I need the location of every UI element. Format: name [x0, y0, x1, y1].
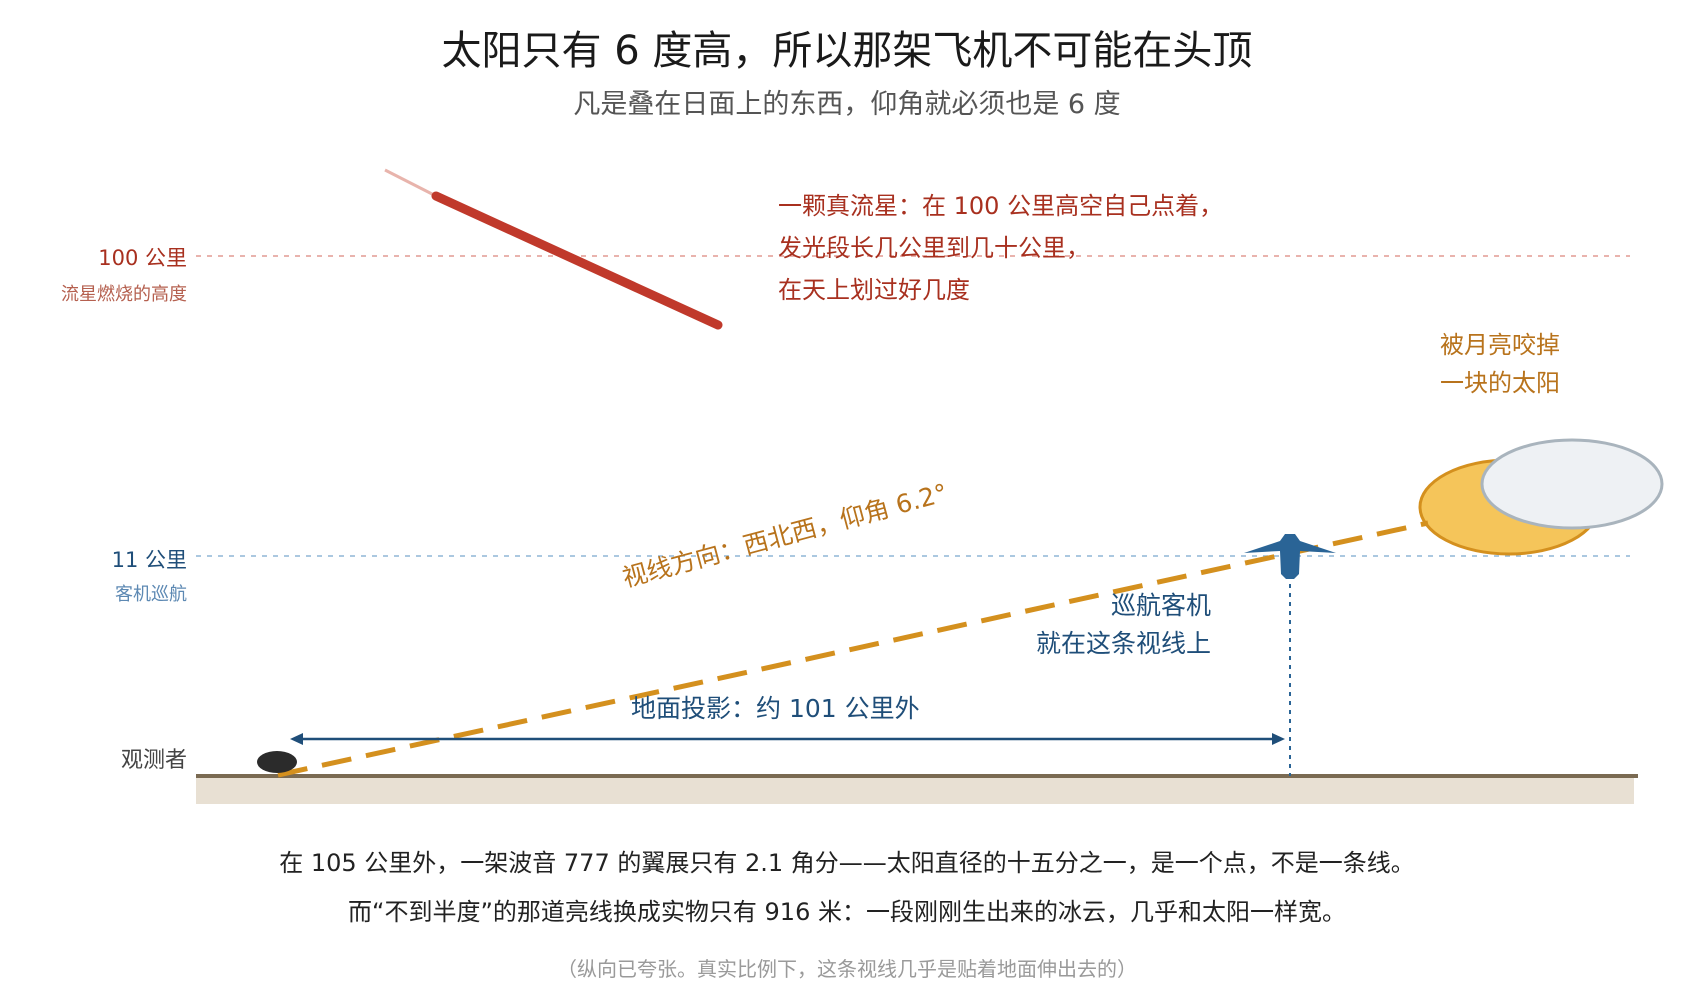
caption-line-1: 在 105 公里外，一架波音 777 的翼展只有 2.1 角分——太阳直径的十五…: [279, 849, 1415, 877]
ground-distance-label: 地面投影：约 101 公里外: [631, 694, 920, 723]
sight-line: [277, 520, 1429, 778]
observer-label: 观测者: [120, 748, 187, 773]
page-title: 太阳只有 6 度高，所以那架飞机不可能在头顶: [441, 28, 1253, 74]
meteor-level-label: 流星燃烧的高度: [61, 284, 187, 305]
ground: [196, 776, 1634, 804]
ground-distance-arrow: [290, 733, 1285, 745]
cruise-level-value: 11 公里: [111, 548, 187, 572]
eclipsed-sun-icon: [1418, 438, 1664, 556]
caption-line-2: 而“不到半度”的那道亮线换成实物只有 916 米：一段刚刚生出来的冰云，几乎和太…: [348, 898, 1346, 926]
page-subtitle: 凡是叠在日面上的东西，仰角就必须也是 6 度: [573, 89, 1121, 120]
meteor-annotation: 一颗真流星：在 100 公里高空自己点着， 发光段长几公里到几十公里， 在天上划…: [778, 192, 1224, 304]
airplane-icon: [1244, 534, 1336, 579]
observer-dot-icon: [257, 751, 297, 773]
eclipse-annotation: 被月亮咬掉 一块的太阳: [1440, 331, 1560, 397]
footnote: （纵向已夸张。真实比例下，这条视线几乎是贴着地面伸出去的）: [557, 957, 1137, 981]
airplane-annotation: 巡航客机 就在这条视线上: [1035, 591, 1211, 658]
meteor-streak: [431, 191, 723, 330]
cruise-level-label: 客机巡航: [115, 584, 187, 605]
meteor-tail: [384, 168, 437, 198]
meteor-level-value: 100 公里: [98, 246, 187, 270]
